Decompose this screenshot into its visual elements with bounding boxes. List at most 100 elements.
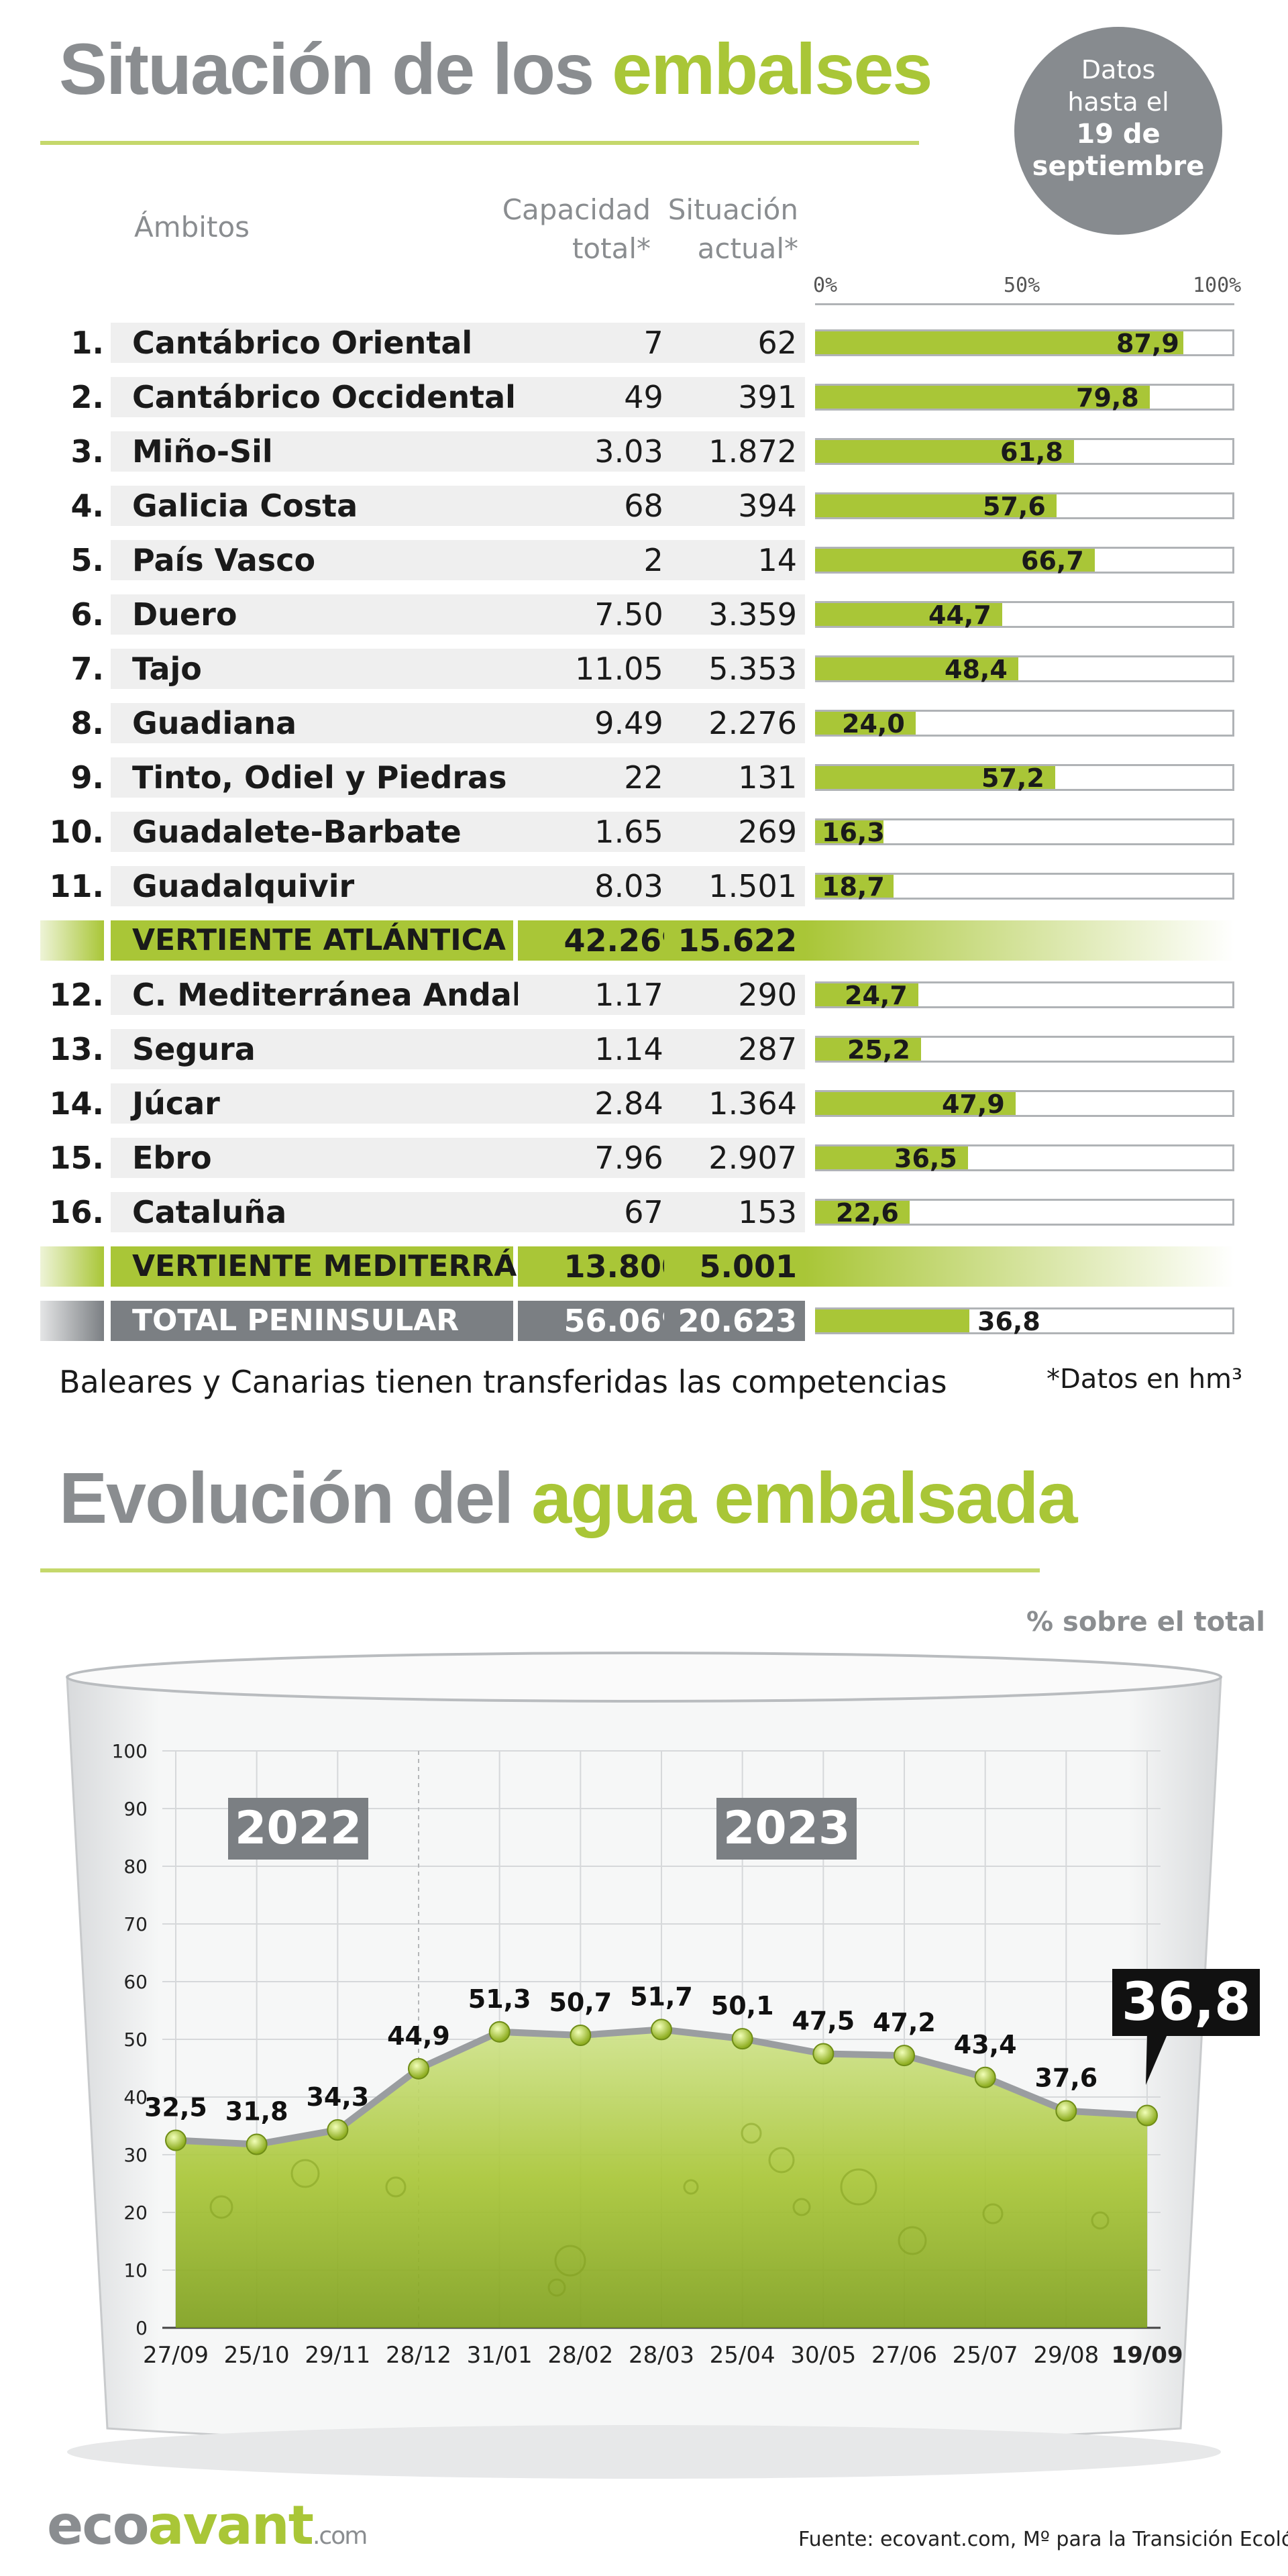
row-number: 2. [70,379,104,415]
row-bar-track: 18,7 [815,873,1234,900]
row-number: 5. [70,542,104,578]
bubble [547,2278,566,2297]
badge-line-1: Datos [1081,55,1156,85]
evolution-title-part1: Evolución del [59,1457,532,1538]
logo-suffix: .com [312,2522,368,2550]
table-row: 9. Tinto, Odiel y Piedras 229 131 57,2 [40,755,1234,800]
year-tag-2022: 2022 [228,1798,369,1860]
data-label: 37,6 [1034,2063,1097,2093]
row-number: 10. [49,814,105,850]
row-current: 1.872 [664,431,805,472]
highlight-callout: 36,8 [1112,1969,1260,2036]
table-row: 12. C. Mediterránea Andaluza 1.174 290 24,7 [40,973,1234,1017]
table-row: 10. Guadalete-Barbate 1.651 269 16,3 [40,810,1234,854]
row-bar [815,549,1095,572]
tick-100: 100% [1193,274,1242,297]
row-current: 269 [664,812,805,852]
bubble [982,2203,1004,2224]
row-number: 12. [49,977,105,1013]
row-bar-label: 48,4 [945,655,1008,684]
row-number: 1. [70,325,104,361]
y-tick-label: 10 [123,2259,148,2282]
x-tick-label: 30/05 [790,2342,856,2369]
row-name: Galicia Costa [111,486,553,526]
summary-lead [40,1246,104,1287]
row-bar [815,820,883,843]
bubble [898,2226,927,2255]
row-name: Tajo [111,649,553,689]
data-point [570,2024,592,2046]
data-point [894,2045,915,2067]
row-name: Ebro [111,1138,553,1178]
row-current: 5.353 [664,649,805,689]
row-bar-track: 57,2 [815,763,1234,793]
summary-gradient [805,920,1234,961]
x-tick-label: 28/02 [547,2342,613,2369]
row-bar-label: 22,6 [836,1198,899,1228]
bubble [290,2159,320,2188]
x-tick-label: 25/04 [710,2342,775,2369]
row-current: 2.276 [664,703,805,743]
x-tick-label: 31/01 [467,2342,533,2369]
row-bar-label: 57,6 [983,492,1046,521]
badge-line-2: hasta el [1067,87,1169,117]
note-competencias: Baleares y Canarias tienen transferidas … [59,1364,947,1400]
table-row: 7. Tajo 11.056 5.353 48,4 [40,647,1234,691]
row-bar [815,386,1150,409]
data-point [974,2066,996,2088]
data-label: 50,1 [711,1991,774,2021]
y-tick-label: 80 [123,1856,148,1878]
ecoavant-logo: ecoavant.com [47,2494,368,2557]
row-bar [815,1038,921,1061]
row-bar-label: 57,2 [981,763,1044,793]
row-name: Cantábrico Oriental [111,323,553,363]
row-bar-track: 36,5 [815,1144,1234,1172]
data-point [165,2129,186,2151]
row-name: Cantábrico Occidental [111,377,553,417]
row-name: Guadiana [111,703,553,743]
row-name: Cataluña [111,1192,553,1232]
col-header-situacion-1: Situación [667,193,798,226]
data-label: 44,9 [387,2021,450,2051]
row-bar-track: 79,8 [815,384,1234,411]
row-bar-track: 48,4 [815,655,1234,684]
row-bar-track: 24,0 [815,710,1234,737]
bubble [741,2123,762,2144]
row-bar [815,494,1057,517]
data-point [488,2021,511,2043]
summary-bar-track: 36,8 [815,1307,1234,1335]
bubble [209,2195,233,2219]
row-name: Tinto, Odiel y Piedras [111,757,553,798]
row-current: 391 [664,377,805,417]
row-number: 9. [70,759,104,796]
title-underline [40,141,919,145]
badge-line-4: septiembre [1032,151,1205,182]
row-bar [815,1146,968,1169]
summary-row-mediterranea: VERTIENTE MEDITERRÁNEA 13.800 5.001 [40,1244,1234,1289]
row-current: 394 [664,486,805,526]
evolution-title: Evolución del agua embalsada [59,1456,1078,1540]
row-bar-label: 18,7 [822,872,885,902]
table-row: 4. Galicia Costa 684 394 57,6 [40,484,1234,528]
bubble [385,2176,407,2198]
row-bar-track: 47,9 [815,1090,1234,1118]
row-bar [815,603,1002,626]
row-number: 13. [49,1031,105,1067]
bubble [840,2168,877,2206]
area-fill [176,2029,1147,2328]
callout-pointer [1146,2035,1167,2085]
row-bar-label: 25,2 [847,1035,910,1065]
table-row: 5. País Vasco 21 14 66,7 [40,538,1234,582]
row-bar-label: 66,7 [1021,546,1084,576]
data-label: 47,5 [792,2006,855,2036]
year-tag-2023: 2023 [716,1798,857,1860]
y-tick-label: 90 [123,1798,148,1820]
data-point [731,2028,753,2050]
tick-0: 0% [813,274,838,297]
row-bar-label: 87,9 [1116,329,1179,358]
summary-gradient [805,1246,1234,1287]
unit-label: % sobre el total [1026,1607,1265,1638]
bubble [1091,2211,1110,2230]
y-tick-label: 0 [136,2317,148,2339]
data-point [651,2019,672,2041]
